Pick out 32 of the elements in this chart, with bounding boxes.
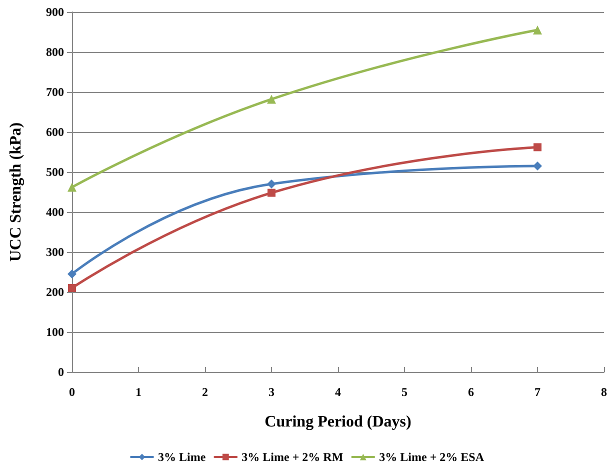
point xyxy=(533,26,542,34)
y-tick-label: 300 xyxy=(46,245,64,259)
y-tick-label: 800 xyxy=(46,45,64,59)
point xyxy=(268,188,276,197)
x-tick-label: 4 xyxy=(335,385,341,399)
legend-label: 3% Lime + 2% ESA xyxy=(379,450,484,464)
point xyxy=(68,270,76,278)
y-tick-label: 0 xyxy=(58,365,64,379)
y-tick-label: 500 xyxy=(46,165,64,179)
y-tick-label: 700 xyxy=(46,85,64,99)
point xyxy=(534,143,542,152)
y-tick-label: 100 xyxy=(46,325,64,339)
y-axis-title: UCC Strength (kPa) xyxy=(8,122,24,262)
x-axis-title: Curing Period (Days) xyxy=(264,414,412,430)
point xyxy=(533,162,542,170)
x-tick-label: 1 xyxy=(136,385,142,399)
x-tick-label: 3 xyxy=(268,385,274,399)
y-tick-label: 200 xyxy=(46,285,64,299)
legend-label: 3% Lime xyxy=(158,450,206,464)
y-tick-label: 600 xyxy=(46,125,64,139)
x-tick-label: 6 xyxy=(468,385,474,399)
x-tick-label: 2 xyxy=(202,385,208,399)
legend-label: 3% Lime + 2% RM xyxy=(242,450,344,464)
point xyxy=(267,94,276,104)
y-tick-label: 400 xyxy=(46,205,64,219)
x-tick-label: 0 xyxy=(69,385,75,399)
point xyxy=(68,182,76,192)
y-tick-label: 900 xyxy=(46,5,64,19)
x-tick-label: 8 xyxy=(601,385,607,399)
x-tick-label: 5 xyxy=(402,385,408,399)
point xyxy=(267,180,276,188)
x-tick-label: 7 xyxy=(534,385,540,399)
